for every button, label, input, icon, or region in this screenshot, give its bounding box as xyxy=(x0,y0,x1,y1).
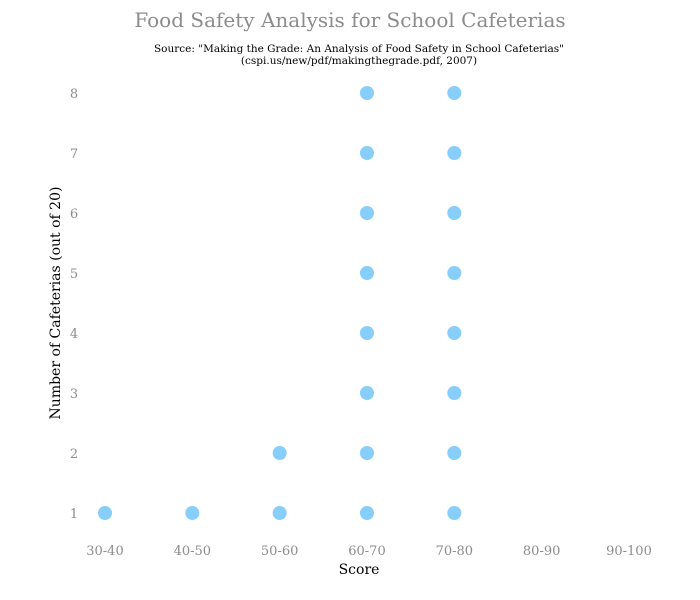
x-axis-label: Score xyxy=(339,562,380,578)
data-point xyxy=(98,506,112,520)
data-point xyxy=(447,206,462,220)
y-axis-label: Number of Cafeterias (out of 20) xyxy=(48,187,64,420)
y-tick-label: 8 xyxy=(70,87,78,102)
x-tick-label: 60-70 xyxy=(348,544,385,559)
data-point xyxy=(447,266,462,280)
x-tick-label: 90-100 xyxy=(606,544,652,559)
x-tick-label: 50-60 xyxy=(261,544,298,559)
data-point xyxy=(359,146,374,160)
y-tick-label: 3 xyxy=(70,387,78,402)
data-point xyxy=(447,326,462,340)
x-tick-label: 70-80 xyxy=(436,544,473,559)
data-point xyxy=(447,386,462,400)
data-point xyxy=(272,506,287,520)
data-point xyxy=(447,86,462,100)
data-point xyxy=(185,506,200,520)
x-tick-label: 30-40 xyxy=(86,544,123,559)
x-tick-label: 40-50 xyxy=(174,544,211,559)
chart-title: Food Safety Analysis for School Cafeteri… xyxy=(134,8,565,32)
data-point xyxy=(359,86,374,100)
y-tick-label: 2 xyxy=(70,447,78,462)
data-points xyxy=(98,86,462,520)
chart-subtitle-line-2: (cspi.us/new/pdf/makingthegrade.pdf, 200… xyxy=(241,55,477,67)
y-tick-label: 6 xyxy=(70,207,78,222)
data-point xyxy=(359,446,374,460)
data-point xyxy=(359,326,374,340)
y-tick-label: 1 xyxy=(70,507,78,522)
data-point xyxy=(272,446,287,460)
x-tick-label: 80-90 xyxy=(523,544,560,559)
data-point xyxy=(447,446,462,460)
data-point xyxy=(359,266,374,280)
data-point xyxy=(359,506,374,520)
data-point xyxy=(359,206,374,220)
y-tick-label: 4 xyxy=(70,327,78,342)
data-point xyxy=(447,146,462,160)
chart-subtitle-line-1: Source: "Making the Grade: An Analysis o… xyxy=(154,43,564,55)
x-axis-ticks: 30-40 40-50 50-60 60-70 70-80 80-90 90-100 xyxy=(86,544,652,559)
data-point xyxy=(359,386,374,400)
y-axis-ticks: 1 2 3 4 5 6 7 8 xyxy=(70,87,78,522)
data-point xyxy=(447,506,462,520)
y-tick-label: 5 xyxy=(70,267,78,282)
y-tick-label: 7 xyxy=(70,147,78,162)
